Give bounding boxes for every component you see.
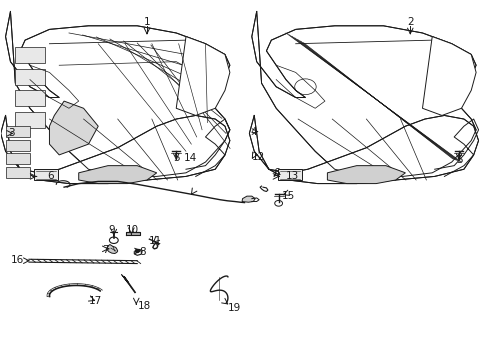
Text: 13: 13 (285, 171, 298, 181)
Polygon shape (242, 196, 255, 202)
Polygon shape (251, 12, 475, 176)
Text: 19: 19 (228, 303, 241, 314)
Polygon shape (0, 116, 229, 184)
Text: 16: 16 (11, 255, 24, 265)
Polygon shape (127, 232, 139, 234)
Text: 14: 14 (184, 153, 197, 163)
Polygon shape (15, 112, 44, 128)
Text: 2: 2 (406, 17, 413, 27)
Text: 8: 8 (139, 247, 145, 257)
Polygon shape (79, 166, 157, 184)
Text: 5: 5 (173, 153, 179, 163)
Polygon shape (277, 169, 302, 180)
Polygon shape (15, 47, 44, 63)
Polygon shape (15, 69, 44, 85)
Polygon shape (176, 37, 229, 116)
Text: 4: 4 (249, 127, 256, 136)
Polygon shape (5, 12, 229, 176)
Text: 5: 5 (455, 155, 462, 165)
Text: 6: 6 (272, 168, 279, 178)
Text: 7: 7 (102, 245, 109, 255)
Polygon shape (49, 101, 98, 155)
Polygon shape (34, 169, 58, 180)
Polygon shape (249, 116, 478, 184)
Text: 11: 11 (149, 236, 162, 246)
Text: 15: 15 (281, 191, 294, 201)
Text: 6: 6 (47, 171, 54, 181)
Polygon shape (5, 153, 30, 164)
Polygon shape (5, 140, 30, 150)
Text: 12: 12 (251, 152, 264, 162)
Polygon shape (5, 167, 30, 178)
Text: 10: 10 (125, 225, 139, 235)
Polygon shape (422, 37, 475, 116)
Text: 17: 17 (89, 296, 102, 306)
Text: 1: 1 (143, 17, 150, 27)
Polygon shape (15, 90, 44, 107)
Circle shape (135, 249, 139, 252)
Text: 9: 9 (108, 225, 115, 235)
Polygon shape (5, 126, 30, 137)
Text: 3: 3 (8, 129, 15, 138)
Text: 18: 18 (138, 301, 151, 311)
Polygon shape (327, 166, 405, 184)
Polygon shape (107, 244, 118, 253)
